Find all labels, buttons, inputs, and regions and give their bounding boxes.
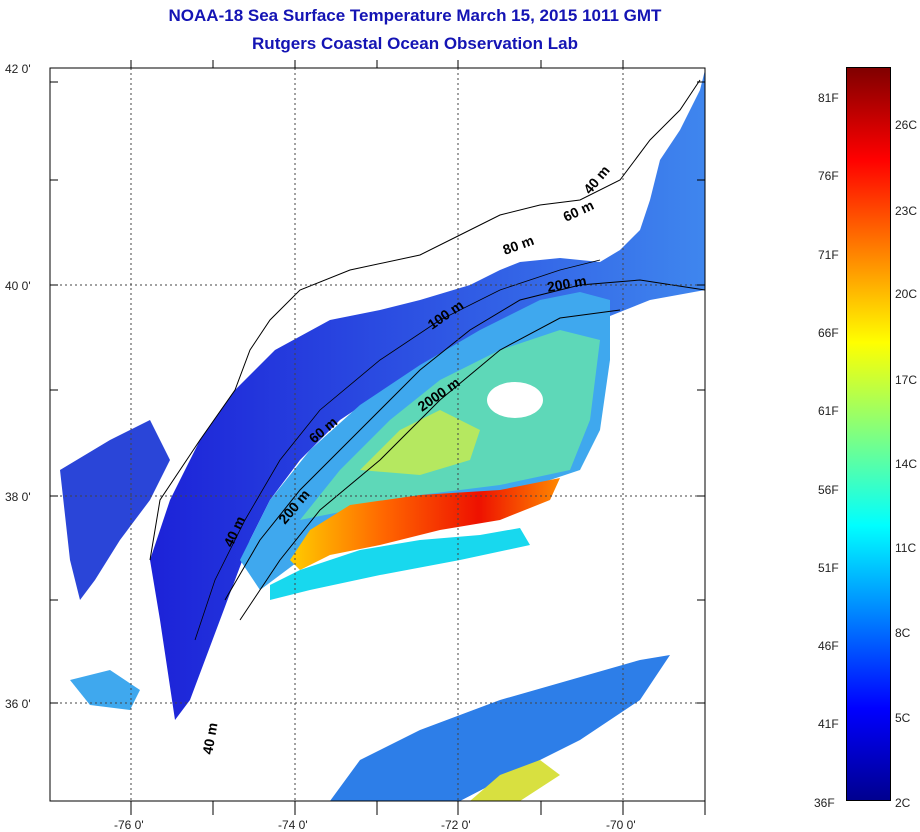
- colorbar-f-label: 61F: [818, 404, 839, 418]
- contour-2000m: [239, 309, 621, 621]
- colorbar-f-label: 71F: [818, 248, 839, 262]
- colorbar-c-label: 5C: [895, 711, 911, 725]
- coastline: [149, 79, 701, 561]
- contour-200m: [224, 279, 705, 601]
- cloud-gap: [487, 382, 543, 418]
- lat-label: 42 0': [5, 62, 31, 76]
- colorbar-f-label: 56F: [818, 483, 839, 497]
- bay-water: [60, 420, 170, 600]
- lon-label: -74 0': [278, 818, 308, 832]
- colorbar-c-label: 2C: [895, 796, 911, 810]
- colorbar-f-label: 66F: [818, 326, 839, 340]
- colorbar-c-label: 20C: [895, 287, 918, 301]
- colorbar-f-label: 36F: [814, 796, 835, 810]
- colorbar-c-label: 11C: [895, 541, 917, 555]
- colorbar-f-label: 41F: [818, 717, 839, 731]
- lon-label: -72 0': [441, 818, 471, 832]
- lon-label: -76 0': [114, 818, 144, 832]
- gulf-stream-edge: [270, 528, 530, 600]
- sound-water: [70, 670, 140, 710]
- colorbar-c-label: 14C: [895, 457, 918, 471]
- lat-label: 38 0': [5, 490, 31, 504]
- colorbar-c-label: 26C: [895, 118, 918, 132]
- transition-water: [360, 410, 480, 475]
- colorbar-c-label: 8C: [895, 626, 911, 640]
- colorbar-f-label: 76F: [818, 169, 839, 183]
- tick-marks: [50, 60, 706, 815]
- lon-label: -70 0': [606, 818, 636, 832]
- map-title: NOAA-18 Sea Surface Temperature March 15…: [168, 6, 662, 25]
- contour-40m: [194, 259, 601, 641]
- colorbar-f-label: 46F: [818, 639, 839, 653]
- temperature-colorbar: [846, 67, 891, 801]
- lat-label: 40 0': [5, 279, 31, 293]
- gulf-stream: [290, 478, 560, 570]
- colorbar-c-label: 17C: [895, 373, 918, 387]
- southern-water: [330, 655, 670, 801]
- map-subtitle: Rutgers Coastal Ocean Observation Lab: [252, 34, 578, 53]
- graticule: [50, 68, 705, 801]
- lat-label: 36 0': [5, 697, 31, 711]
- southern-warm: [470, 760, 560, 801]
- colorbar-c-label: 23C: [895, 204, 918, 218]
- contour-label: 40 m: [199, 721, 220, 755]
- map-area: 40 m 60 m 80 m 200 m 100 m 2000 m 60 m 2…: [50, 68, 705, 801]
- contour-label: 200 m: [546, 272, 588, 295]
- coastal-water: [150, 70, 705, 720]
- colorbar-f-label: 81F: [818, 91, 839, 105]
- colorbar-f-label: 51F: [818, 561, 839, 575]
